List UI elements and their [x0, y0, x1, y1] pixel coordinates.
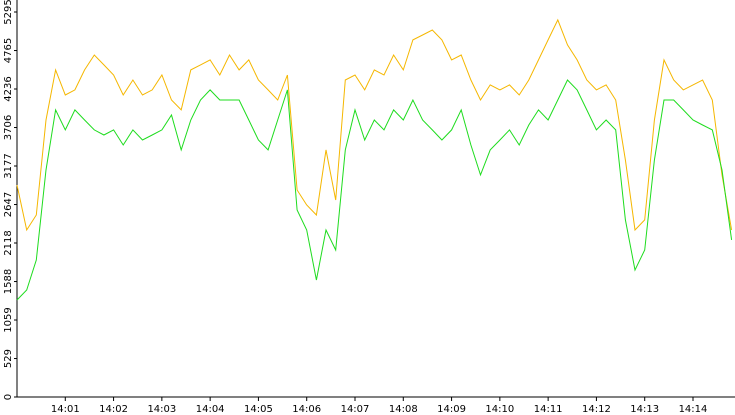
x-tick-label: 14:13 — [630, 404, 659, 415]
x-tick-label: 14:04 — [196, 404, 225, 415]
x-tick-label: 14:10 — [485, 404, 514, 415]
x-tick-label: 14:03 — [147, 404, 176, 415]
y-tick-label: 1059 — [3, 307, 14, 332]
y-tick-label: 529 — [3, 349, 14, 368]
y-tick-label: 1588 — [3, 269, 14, 294]
x-tick-label: 14:07 — [341, 404, 370, 415]
y-tick-label: 0 — [3, 394, 14, 400]
x-tick-label: 14:01 — [51, 404, 80, 415]
y-tick-label: 4236 — [3, 76, 14, 101]
y-tick-label: 2118 — [3, 230, 14, 255]
y-tick-label: 3177 — [3, 153, 14, 178]
series-line — [16, 18, 733, 232]
y-tick-label: 5295 — [3, 0, 14, 25]
x-tick-label: 14:02 — [99, 404, 128, 415]
x-tick-label: 14:12 — [582, 404, 611, 415]
x-tick-label: 14:08 — [389, 404, 418, 415]
x-tick-label: 14:05 — [244, 404, 273, 415]
x-tick-label: 14:09 — [437, 404, 466, 415]
x-tick-label: 14:11 — [534, 404, 563, 415]
x-tick-label: 14:14 — [679, 404, 708, 415]
series-line — [16, 79, 733, 301]
x-tick-label: 14:06 — [292, 404, 321, 415]
y-tick-label: 2647 — [3, 192, 14, 217]
y-tick-label: 3706 — [3, 115, 14, 140]
y-tick-label: 4765 — [3, 38, 14, 63]
